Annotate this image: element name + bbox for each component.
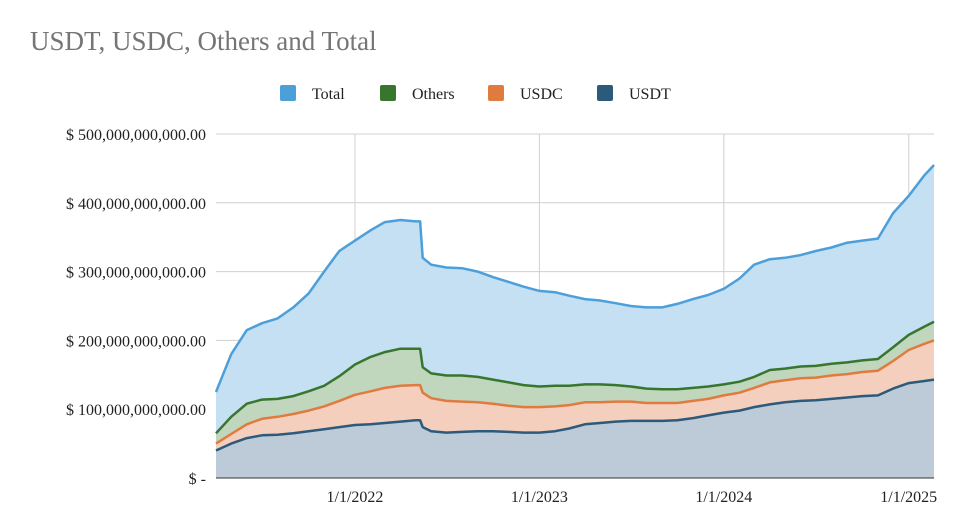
y-tick-label: $ 100,000,000,000.00	[66, 402, 206, 419]
line-usdt	[215, 378, 935, 452]
y-tick-label: $ 200,000,000,000.00	[66, 333, 206, 350]
legend-label-usdt: USDT	[629, 86, 671, 103]
y-tick-label: $ 300,000,000,000.00	[66, 265, 206, 282]
legend-swatch-total	[280, 85, 296, 101]
legend-label-others: Others	[412, 86, 455, 103]
y-tick-label: $ -	[189, 471, 206, 488]
chart-title: USDT, USDC, Others and Total	[30, 26, 377, 56]
x-axis-ticks: 1/1/2022 1/1/2023 1/1/2024 1/1/2025	[327, 489, 938, 506]
y-tick-label: $ 400,000,000,000.00	[66, 196, 206, 213]
x-tick-label: 1/1/2022	[327, 489, 384, 506]
x-tick-label: 1/1/2025	[880, 489, 937, 506]
legend-swatch-usdc	[488, 85, 504, 101]
area-total	[216, 165, 934, 434]
area-usdt	[216, 379, 934, 478]
x-tick-label: 1/1/2024	[695, 489, 752, 506]
legend-label-usdc: USDC	[520, 86, 563, 103]
area-others	[216, 321, 934, 444]
series-lines	[214, 164, 935, 452]
legend: Total Others USDC USDT	[280, 85, 671, 103]
legend-swatch-others	[380, 85, 396, 101]
line-usdc	[215, 339, 935, 445]
legend-swatch-usdt	[597, 85, 613, 101]
line-total	[214, 164, 935, 393]
y-axis-ticks: $ - $ 100,000,000,000.00 $ 200,000,000,000…	[66, 127, 206, 488]
y-tick-label: $ 500,000,000,000.00	[66, 127, 206, 144]
x-tick-label: 1/1/2023	[511, 489, 568, 506]
series-areas	[216, 165, 934, 478]
legend-label-total: Total	[312, 86, 345, 103]
area-usdc	[216, 340, 934, 451]
line-others	[215, 320, 935, 435]
